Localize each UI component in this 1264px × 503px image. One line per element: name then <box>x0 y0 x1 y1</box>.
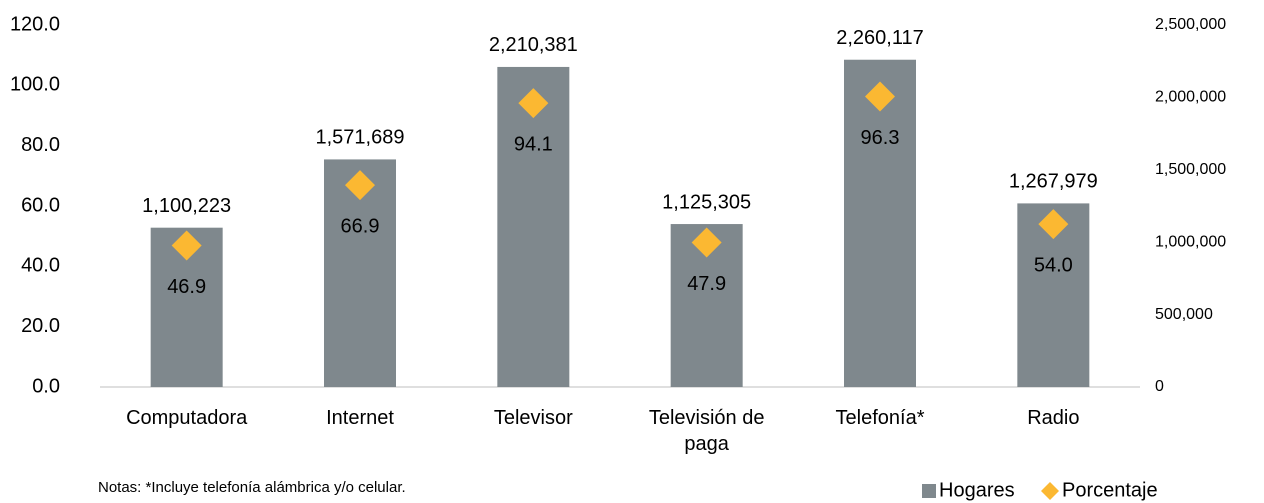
diamond-marker <box>345 170 375 201</box>
marker-label: 94.1 <box>514 133 553 155</box>
y2-tick-label: 2,000,000 <box>1155 89 1226 106</box>
x-tick-label: Televisión de paga <box>648 407 765 455</box>
y2-tick-label: 2,500,000 <box>1155 16 1226 33</box>
bar-label: 2,210,381 <box>489 34 578 56</box>
diamond-marker <box>1038 209 1069 240</box>
y-tick-label: 100.0 <box>10 74 60 96</box>
diamond-marker <box>865 81 895 112</box>
y2-tick-label: 1,500,000 <box>1155 161 1226 178</box>
marker-label: 47.9 <box>687 273 726 295</box>
x-tick-label: Radio <box>1027 407 1080 429</box>
y2-tick-label: 500,000 <box>1155 306 1213 323</box>
note: Notas: *Incluye telefonía alámbrica y/o … <box>98 479 406 496</box>
x-tick-label: Internet <box>326 407 394 429</box>
y2-tick-label: 0 <box>1155 378 1164 395</box>
marker-label: 96.3 <box>861 127 900 149</box>
bar-label: 1,125,305 <box>662 191 751 213</box>
bar <box>844 59 916 388</box>
x-tick-label: Televisor <box>493 407 573 429</box>
y-tick-label: 120.0 <box>10 13 60 35</box>
bar-label: 2,260,117 <box>836 27 924 49</box>
legend-label: Hogares <box>939 479 1015 501</box>
legend-swatch <box>1041 482 1059 500</box>
marker-label: 66.9 <box>341 215 380 237</box>
y2-tick-label: 1,000,000 <box>1155 233 1226 250</box>
diamond-marker <box>518 88 549 119</box>
y-tick-label: 20.0 <box>21 315 60 337</box>
legend-label: Porcentaje <box>1062 479 1158 501</box>
bar-label: 1,571,689 <box>316 127 405 149</box>
y-tick-label: 0.0 <box>32 375 60 397</box>
marker-label: 54.0 <box>1034 254 1073 276</box>
y-tick-label: 60.0 <box>21 194 60 216</box>
y-tick-label: 80.0 <box>21 134 60 156</box>
bar-label: 1,100,223 <box>142 195 231 217</box>
bar-label: 1,267,979 <box>1009 171 1098 193</box>
x-tick-label: Telefonía* <box>835 407 925 429</box>
legend-swatch <box>922 484 936 498</box>
bar <box>497 66 570 387</box>
diamond-marker <box>691 227 722 258</box>
y-tick-label: 40.0 <box>21 255 60 277</box>
x-tick-label: Computadora <box>126 407 248 429</box>
diamond-marker <box>171 230 202 261</box>
marker-label: 46.9 <box>167 276 206 298</box>
